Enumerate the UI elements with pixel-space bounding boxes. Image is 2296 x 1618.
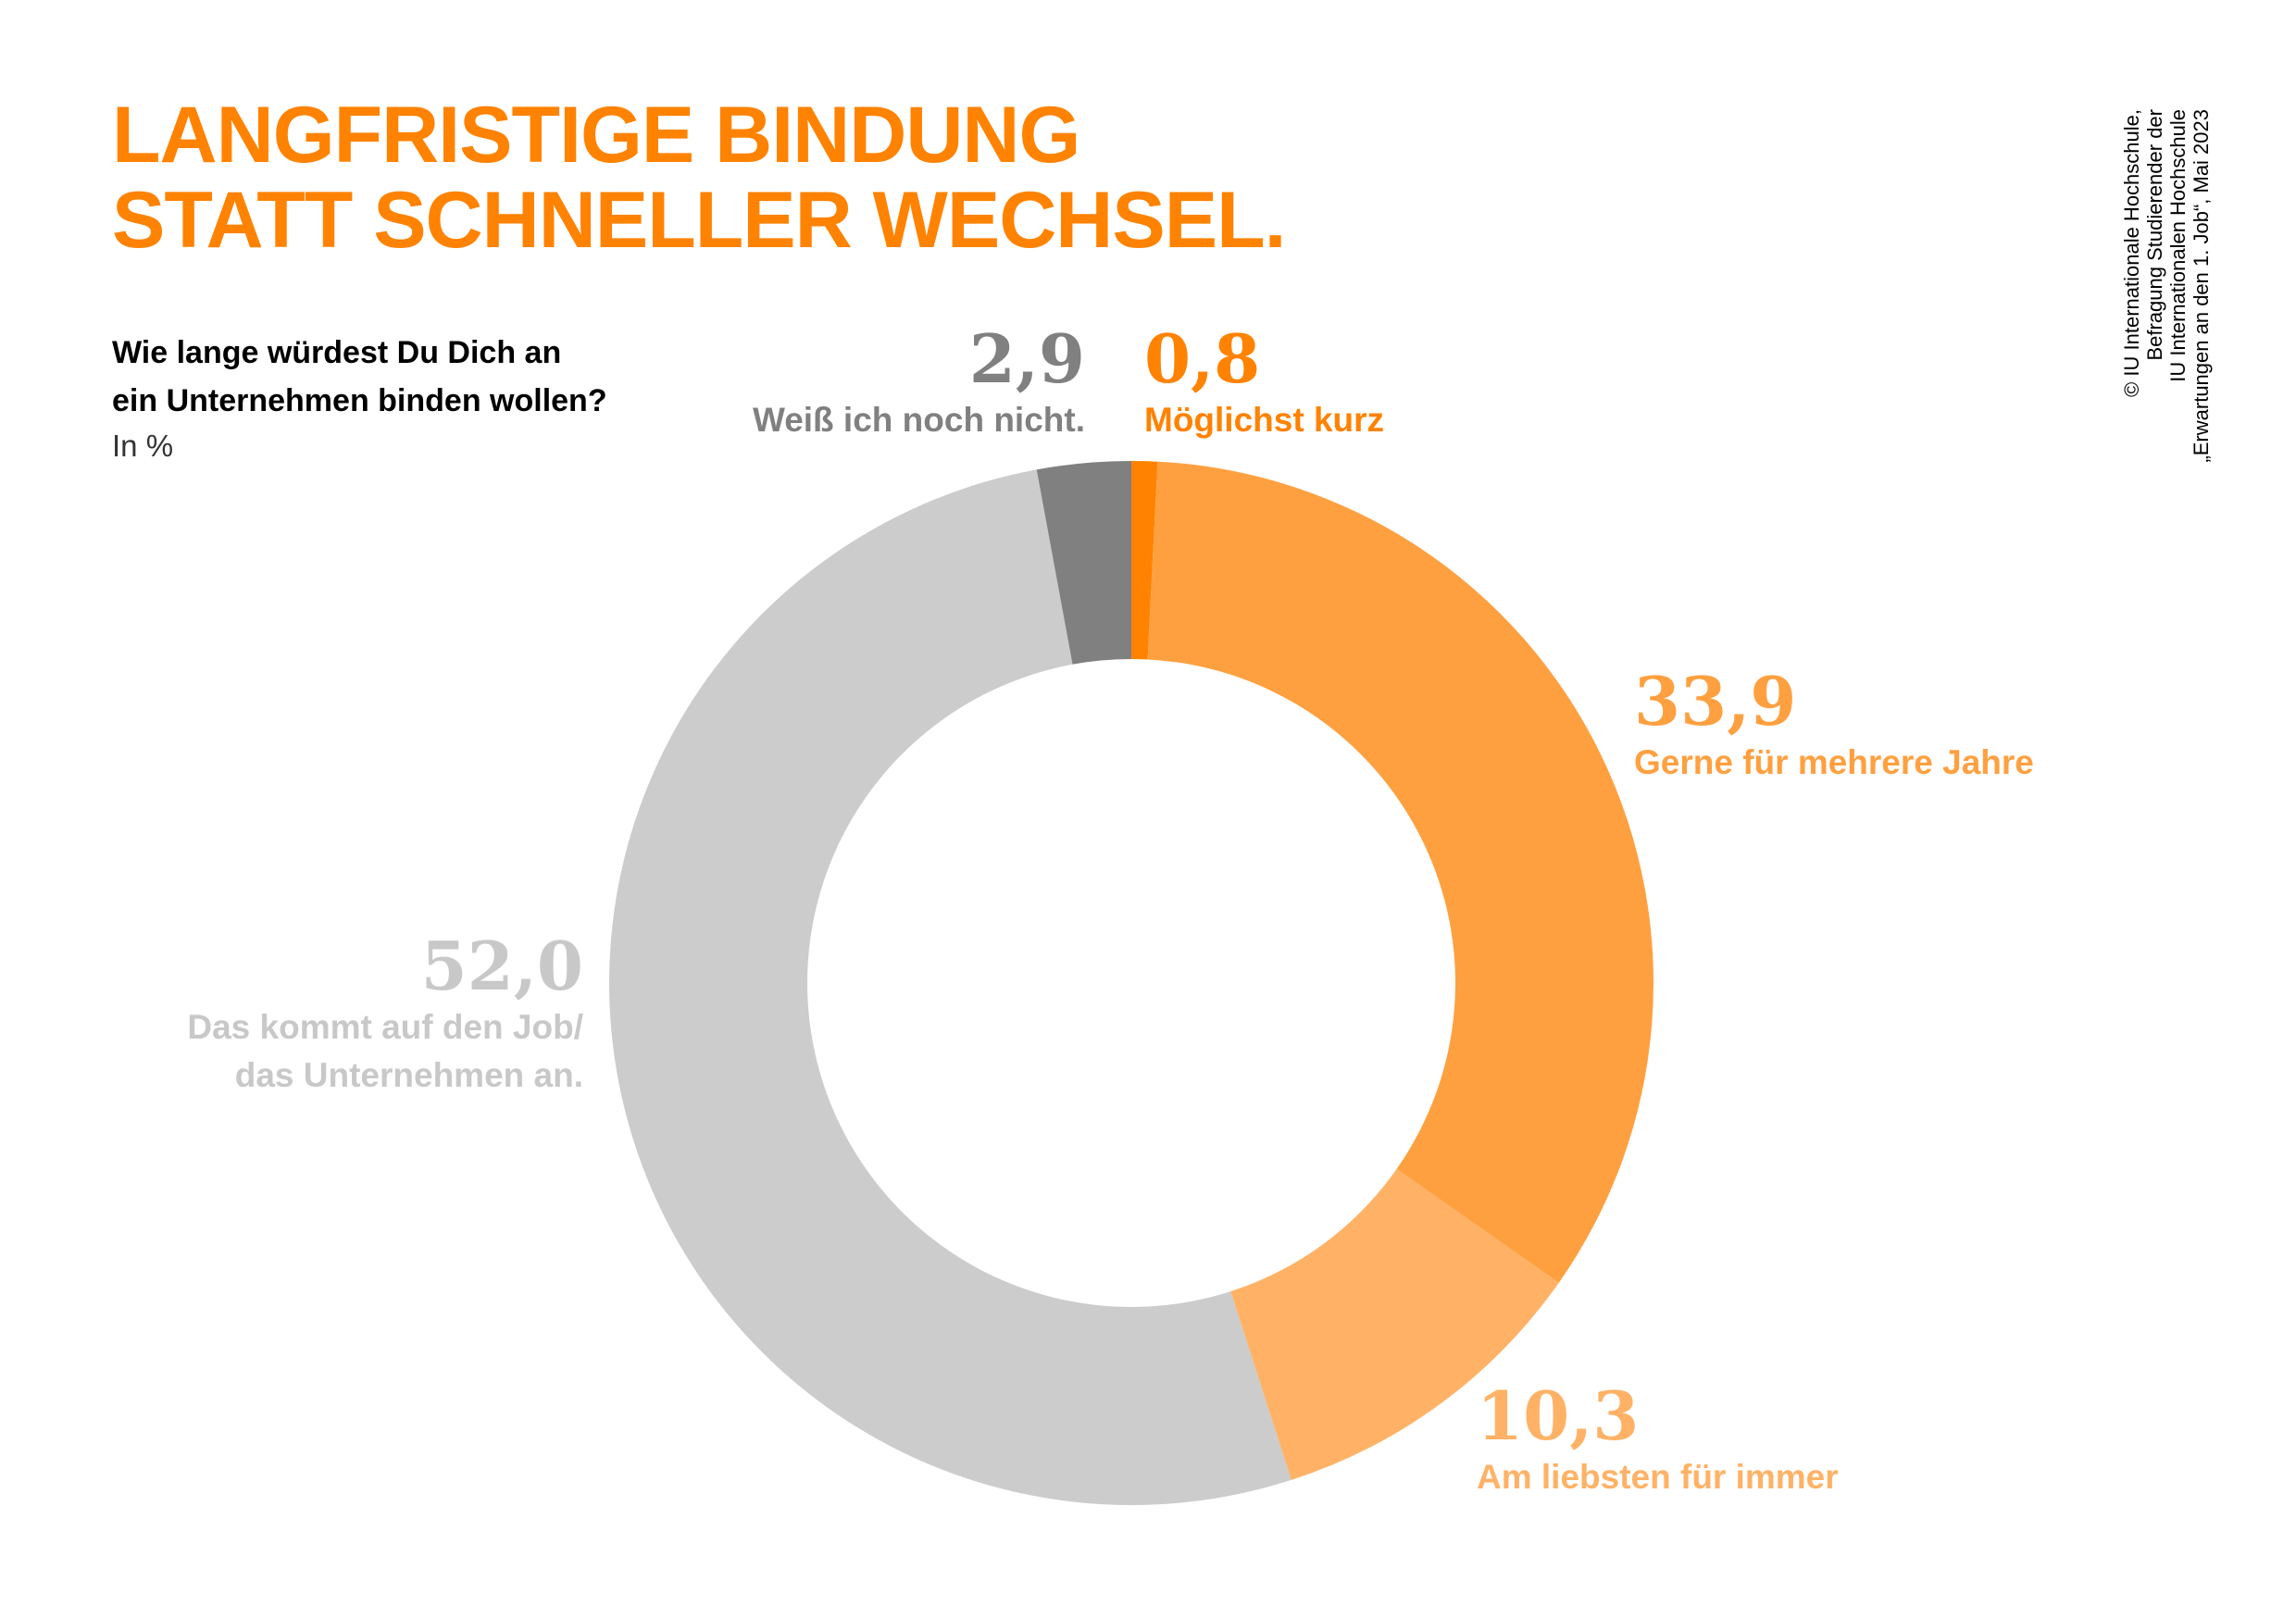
data-label-value: 52,0	[420, 927, 583, 1005]
unit-label: In %	[112, 429, 174, 463]
title-line-2: STATT SCHNELLER WECHSEL.	[112, 176, 1287, 265]
donut-slice	[1230, 1168, 1559, 1480]
question-line-2: ein Unternehmen binden wollen?	[112, 383, 607, 418]
donut-slice	[1036, 461, 1131, 665]
credit-line: © IU Internationale Hochschule,	[2120, 109, 2143, 397]
label-group-short: 0,8 Möglichst kurz	[1144, 322, 1384, 444]
donut-slice	[1147, 461, 1654, 1283]
label-group-forever: 10,3 Am liebsten für immer	[1477, 1379, 1839, 1501]
title-line-1: LANGFRISTIGE BINDUNG	[112, 91, 1080, 180]
label-group-several-years: 33,9 Gerne für mehrere Jahre	[1634, 665, 2034, 787]
credit-line: IU Internationalen Hochschule	[2166, 109, 2190, 382]
credit-line: „Erwartungen an den 1. Job“, Mai 2023	[2190, 109, 2213, 463]
data-label-text: Weiß ich noch nicht.	[752, 401, 1085, 439]
data-label-value: 33,9	[1634, 662, 1797, 741]
source-credit: © IU Internationale Hochschule, Befragun…	[2120, 109, 2213, 591]
donut-slice	[608, 469, 1292, 1506]
question: Wie lange würdest Du Dich an ein Unterne…	[112, 329, 607, 425]
data-label-value: 10,3	[1477, 1376, 1640, 1455]
data-label-text: Am liebsten für immer	[1477, 1458, 1839, 1496]
question-line-1: Wie lange würdest Du Dich an	[112, 335, 562, 370]
page-title: LANGFRISTIGE BINDUNG STATT SCHNELLER WEC…	[112, 91, 1287, 265]
credit-line: Befragung Studierender der	[2143, 109, 2166, 361]
data-label-value: 0,8	[1144, 319, 1261, 398]
data-label-value: 2,9	[968, 319, 1085, 398]
label-group-depends: 52,0 Das kommt auf den Job/ das Unterneh…	[187, 929, 583, 1100]
data-label-text: Gerne für mehrere Jahre	[1634, 743, 2034, 781]
data-label-text: Möglichst kurz	[1144, 401, 1385, 439]
data-label-text: Das kommt auf den Job/	[187, 1008, 583, 1046]
donut-slice	[1131, 461, 1158, 660]
data-label-text: das Unternehmen an.	[234, 1056, 583, 1094]
label-group-dont-know: 2,9 Weiß ich noch nicht.	[753, 322, 1085, 444]
